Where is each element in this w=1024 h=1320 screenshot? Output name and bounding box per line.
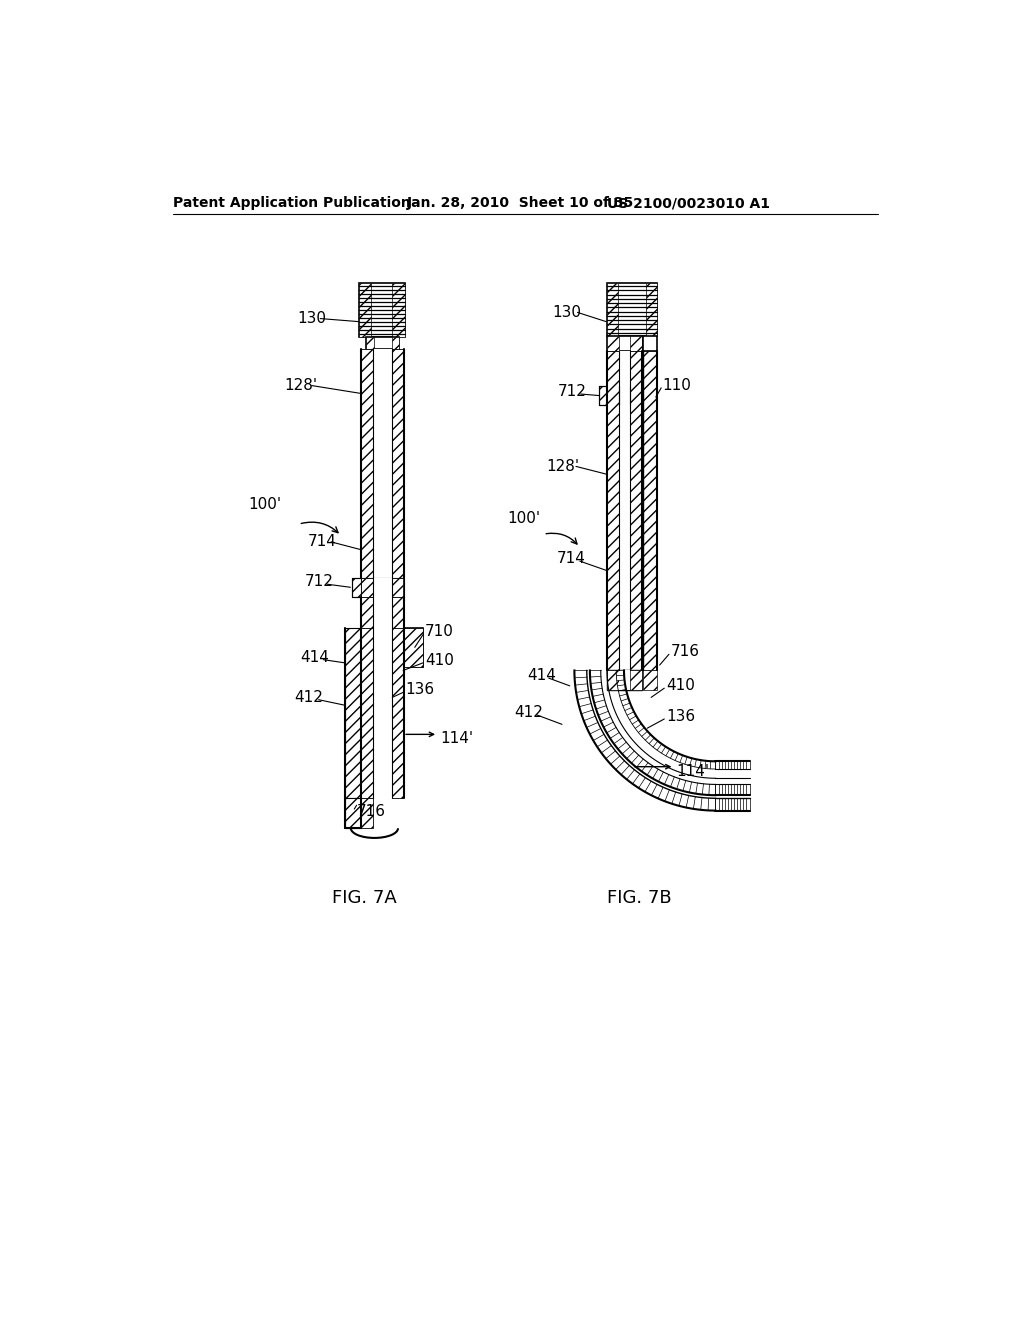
Text: 712: 712 (557, 384, 586, 399)
Bar (392, 578, 403, 597)
Bar (607, 335, 642, 351)
Text: 716: 716 (671, 644, 699, 659)
Bar (373, 350, 392, 578)
Bar (607, 671, 642, 689)
Bar (345, 797, 360, 829)
Bar (361, 797, 373, 829)
Text: 100': 100' (248, 498, 282, 512)
Text: 128': 128' (547, 459, 580, 474)
Text: 412: 412 (514, 705, 543, 721)
Text: 714: 714 (557, 552, 586, 566)
Bar (392, 350, 403, 578)
Bar (643, 671, 656, 689)
Text: 716: 716 (356, 804, 386, 818)
Bar (359, 284, 371, 337)
Bar (607, 284, 617, 335)
Text: FIG. 7A: FIG. 7A (332, 888, 396, 907)
Text: 412: 412 (295, 690, 324, 705)
Bar (607, 351, 618, 671)
Bar (392, 628, 403, 797)
Text: 136: 136 (406, 682, 434, 697)
Bar (352, 578, 361, 597)
Bar (643, 335, 656, 351)
Text: 414: 414 (527, 668, 556, 684)
Bar (345, 628, 360, 797)
Bar (618, 385, 630, 405)
Text: 100': 100' (508, 511, 541, 527)
Bar (366, 337, 374, 350)
Bar (607, 284, 656, 335)
Bar (391, 284, 406, 337)
Text: 712: 712 (305, 574, 334, 590)
Bar (366, 337, 399, 350)
Text: 136: 136 (666, 709, 695, 725)
Text: 710: 710 (425, 624, 454, 639)
Bar (391, 337, 399, 350)
Bar (352, 578, 403, 597)
Bar (607, 385, 618, 405)
Text: 414: 414 (300, 649, 329, 665)
Text: 130: 130 (553, 305, 582, 319)
Bar (403, 628, 423, 667)
Text: 128': 128' (285, 378, 317, 393)
Text: FIG. 7B: FIG. 7B (607, 888, 672, 907)
Bar (618, 351, 630, 671)
Bar (630, 385, 642, 405)
Bar (361, 350, 373, 578)
Bar (361, 628, 373, 797)
Text: 410: 410 (425, 653, 454, 668)
Text: Patent Application Publication: Patent Application Publication (173, 197, 411, 210)
Text: US 2100/0023010 A1: US 2100/0023010 A1 (607, 197, 770, 210)
Bar (599, 385, 642, 405)
Bar (361, 597, 373, 628)
Bar (630, 671, 642, 689)
Bar (361, 578, 373, 597)
Bar (373, 578, 392, 597)
Bar (359, 284, 406, 337)
Bar (630, 351, 642, 671)
Bar (599, 385, 607, 405)
Text: 130: 130 (297, 312, 326, 326)
Text: 714: 714 (308, 535, 337, 549)
Text: 110: 110 (663, 378, 691, 393)
Bar (607, 671, 618, 689)
Text: 114': 114' (677, 764, 710, 779)
Bar (643, 351, 656, 671)
Text: 114': 114' (440, 731, 473, 747)
Bar (618, 671, 630, 689)
Bar (392, 597, 403, 628)
Bar (403, 628, 423, 667)
Text: 410: 410 (666, 678, 694, 693)
Bar (373, 597, 392, 628)
Bar (630, 335, 642, 351)
Text: Jan. 28, 2010  Sheet 10 of 35: Jan. 28, 2010 Sheet 10 of 35 (407, 197, 634, 210)
Bar (607, 335, 618, 351)
Bar (646, 284, 656, 335)
Bar (373, 628, 392, 797)
